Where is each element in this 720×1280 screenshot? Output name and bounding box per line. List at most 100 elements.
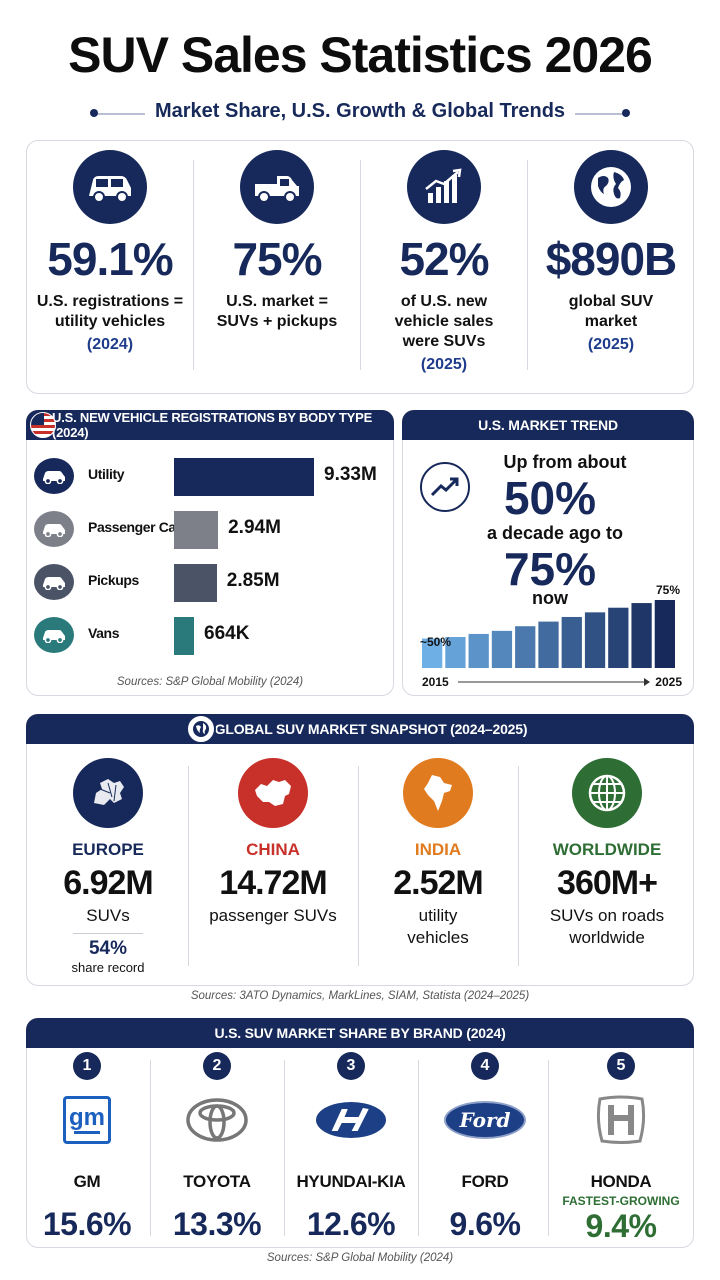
arrow-head-icon bbox=[644, 678, 650, 686]
bar bbox=[174, 458, 314, 496]
us-flag-icon bbox=[30, 412, 56, 438]
bar-label: Pickups bbox=[88, 572, 139, 588]
trend-x-start: 2015 bbox=[422, 675, 449, 689]
trend-bar bbox=[654, 600, 675, 668]
bar bbox=[174, 511, 219, 549]
global-header-text: GLOBAL SUV MARKET SNAPSHOT (2024–2025) bbox=[214, 721, 528, 737]
bar-value: 2.94M bbox=[228, 517, 281, 538]
global-source: Sources: 3ATO Dynamics, MarkLines, SIAM,… bbox=[190, 990, 530, 1002]
page-subtitle: Market Share, U.S. Growth & Global Trend… bbox=[144, 100, 576, 122]
stat-year: (2025) bbox=[587, 336, 635, 353]
rank-badge: 1 bbox=[73, 1052, 101, 1080]
brand-share: 15.6% bbox=[42, 1206, 132, 1242]
brands-header-text: U.S. SUV MARKET SHARE BY BRAND (2024) bbox=[214, 1025, 506, 1041]
trend-bar bbox=[445, 637, 466, 668]
stat-desc: U.S. registrations = bbox=[36, 293, 184, 310]
india-map-icon bbox=[403, 758, 473, 828]
trend-start-label: ~50% bbox=[420, 635, 451, 649]
trend-bar bbox=[631, 603, 652, 668]
stat-desc: U.S. market = bbox=[226, 293, 328, 310]
globe-badge-icon bbox=[186, 714, 216, 744]
region-label-line: vehicles bbox=[407, 928, 469, 947]
bar-value: 9.33M bbox=[324, 464, 377, 485]
trend-x-end: 2025 bbox=[655, 675, 682, 689]
brand-share: 9.4% bbox=[585, 1208, 657, 1244]
brands-source: Sources: S&P Global Mobility (2024) bbox=[266, 1252, 454, 1264]
trend-bar bbox=[608, 607, 629, 668]
bar bbox=[174, 617, 194, 655]
registrations-panel bbox=[26, 410, 394, 696]
region-extra-value: 54% bbox=[88, 938, 128, 959]
brand-share: 9.6% bbox=[449, 1206, 521, 1242]
stat-value: 59.1% bbox=[47, 233, 173, 285]
bar-label: Vans bbox=[88, 625, 120, 641]
china-map-icon bbox=[238, 758, 308, 828]
subtitle-row: Market Share, U.S. Growth & Global Trend… bbox=[90, 98, 630, 128]
stat-value: 52% bbox=[399, 233, 489, 285]
stat-card-utility: 59.1% U.S. registrations = utility vehicl… bbox=[27, 150, 193, 354]
trend-header: U.S. MARKET TREND bbox=[402, 410, 694, 440]
trend-to-value: 75% bbox=[503, 543, 597, 595]
globe-icon bbox=[574, 150, 648, 224]
trend-bar bbox=[468, 633, 489, 668]
world-grid-icon bbox=[572, 758, 642, 828]
stat-desc: market bbox=[584, 313, 638, 330]
region-label-line: SUVs on roads bbox=[549, 906, 665, 925]
bar-row: Pickups 2.85M bbox=[34, 564, 384, 604]
global-header: GLOBAL SUV MARKET SNAPSHOT (2024–2025) bbox=[26, 714, 694, 744]
trend-line3: now bbox=[532, 588, 568, 608]
region-china: CHINA 14.72M passenger SUVs bbox=[190, 758, 356, 927]
region-label: utility vehicles bbox=[358, 905, 518, 949]
bar-value: 664K bbox=[204, 623, 250, 644]
brand-name: TOYOTA bbox=[183, 1172, 251, 1191]
region-worldwide: WORLDWIDE 360M+ SUVs on roads worldwide bbox=[520, 758, 694, 949]
gm-logo-icon: gm bbox=[20, 1090, 154, 1150]
ford-logo-icon: Ford bbox=[418, 1090, 552, 1150]
trend-text: Up from about 50% a decade ago to 75% no… bbox=[460, 452, 670, 609]
region-name: EUROPE bbox=[72, 840, 144, 859]
stat-card-suv-sales: 52% of U.S. new vehicle sales were SUVs (2… bbox=[361, 150, 527, 374]
brand-gm: 1 gm GM 15.6% bbox=[20, 1052, 154, 1243]
registrations-source: Sources: S&P Global Mobility (2024) bbox=[116, 676, 304, 688]
bar-label: Utility bbox=[88, 466, 125, 482]
suv-icon bbox=[73, 150, 147, 224]
region-label: passenger SUVs bbox=[209, 906, 337, 925]
stat-desc: vehicle sales bbox=[394, 313, 494, 330]
registrations-header: U.S. NEW VEHICLE REGISTRATIONS BY BODY T… bbox=[26, 410, 394, 440]
brand-ford: 4 Ford FORD 9.6% bbox=[418, 1052, 552, 1243]
region-value: 360M+ bbox=[557, 864, 658, 902]
trend-bar bbox=[561, 616, 582, 668]
brand-honda: 5 HONDA FASTEST-GROWING 9.4% bbox=[548, 1052, 694, 1245]
region-extra-label: share record bbox=[71, 960, 145, 975]
bar-row: Passenger Cars 2.94M bbox=[34, 511, 384, 551]
region-label: SUVs on roads worldwide bbox=[520, 905, 694, 949]
brand-share: 13.3% bbox=[172, 1206, 262, 1242]
trend-end-label: 75% bbox=[656, 583, 680, 597]
region-name: CHINA bbox=[246, 840, 300, 859]
gm-logo-text: gm bbox=[69, 1103, 105, 1131]
rank-badge: 2 bbox=[203, 1052, 231, 1080]
stat-value: 75% bbox=[232, 233, 322, 285]
bar bbox=[174, 564, 217, 602]
trend-from-value: 50% bbox=[503, 472, 597, 524]
hyundai-logo-icon bbox=[284, 1090, 418, 1150]
honda-logo-icon bbox=[548, 1090, 694, 1150]
stat-value: $890B bbox=[545, 233, 678, 285]
toyota-logo-icon bbox=[150, 1090, 284, 1150]
trend-line2: a decade ago to bbox=[486, 523, 624, 543]
page-title: SUV Sales Statistics 2026 bbox=[68, 27, 653, 83]
trend-up-icon bbox=[420, 462, 470, 512]
stat-desc: utility vehicles bbox=[54, 313, 166, 330]
rank-badge: 4 bbox=[471, 1052, 499, 1080]
brand-toyota: 2 TOYOTA 13.3% bbox=[150, 1052, 284, 1243]
ford-logo-text: Ford bbox=[459, 1108, 511, 1132]
region-value: 14.72M bbox=[219, 864, 327, 902]
bar-label: Passenger Cars bbox=[88, 519, 189, 535]
region-name: WORLDWIDE bbox=[552, 840, 662, 859]
stat-desc: SUVs + pickups bbox=[216, 313, 338, 330]
brands-header: U.S. SUV MARKET SHARE BY BRAND (2024) bbox=[26, 1018, 694, 1048]
region-india: INDIA 2.52M utility vehicles bbox=[358, 758, 518, 949]
global-panel bbox=[26, 714, 694, 986]
brand-note: FASTEST-GROWING bbox=[562, 1194, 680, 1208]
brand-name: HONDA bbox=[590, 1172, 652, 1191]
